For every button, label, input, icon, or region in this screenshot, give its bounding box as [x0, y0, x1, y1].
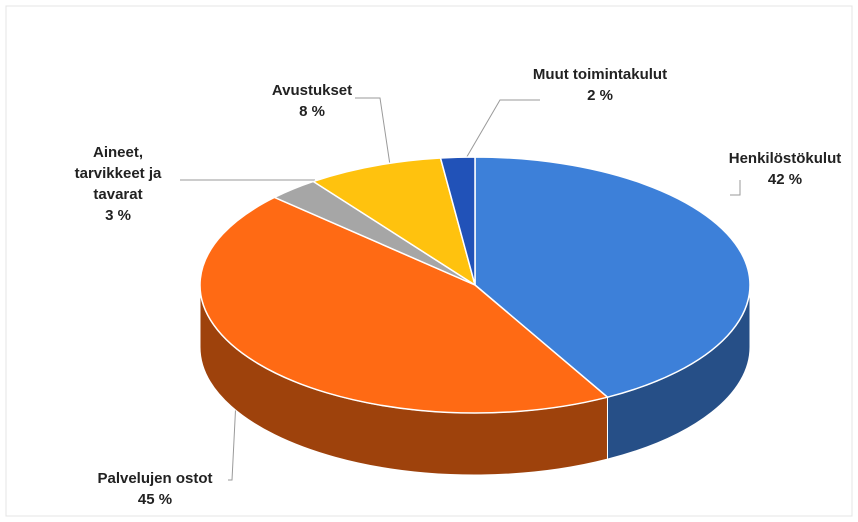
slice: [311, 157, 477, 287]
data-label: Muut toimintakulut 2 %: [530, 64, 670, 106]
slice-tops: [199, 156, 751, 414]
category-label: Avustukset: [271, 82, 353, 99]
value-label: 3 %: [105, 207, 131, 224]
category-label: Aineet, tarvikkeet ja tavarat: [74, 144, 162, 203]
leader-line: [464, 99, 540, 161]
value-label: 8 %: [299, 103, 325, 120]
value-label: 45 %: [137, 491, 173, 508]
value-label: 2 %: [587, 87, 613, 104]
leader-lines: [180, 97, 741, 481]
leader-line: [730, 180, 741, 196]
leader-line: [228, 399, 237, 481]
category-label: Muut toimintakulut: [532, 66, 668, 83]
frame: [5, 5, 853, 517]
leader-line: [355, 97, 391, 166]
value-label: 42 %: [767, 171, 803, 188]
slice: [474, 156, 751, 398]
data-label: Henkilöstökulut 42 %: [705, 148, 858, 190]
data-label: Palvelujen ostot 45 %: [75, 468, 235, 510]
slice: [439, 156, 476, 286]
slice: [199, 196, 610, 414]
data-label: Aineet, tarvikkeet ja tavarat 3 %: [63, 142, 173, 226]
category-label: Palvelujen ostot: [97, 470, 213, 487]
data-label: Avustukset 8 %: [252, 80, 372, 122]
category-label: Henkilöstökulut: [728, 150, 842, 167]
